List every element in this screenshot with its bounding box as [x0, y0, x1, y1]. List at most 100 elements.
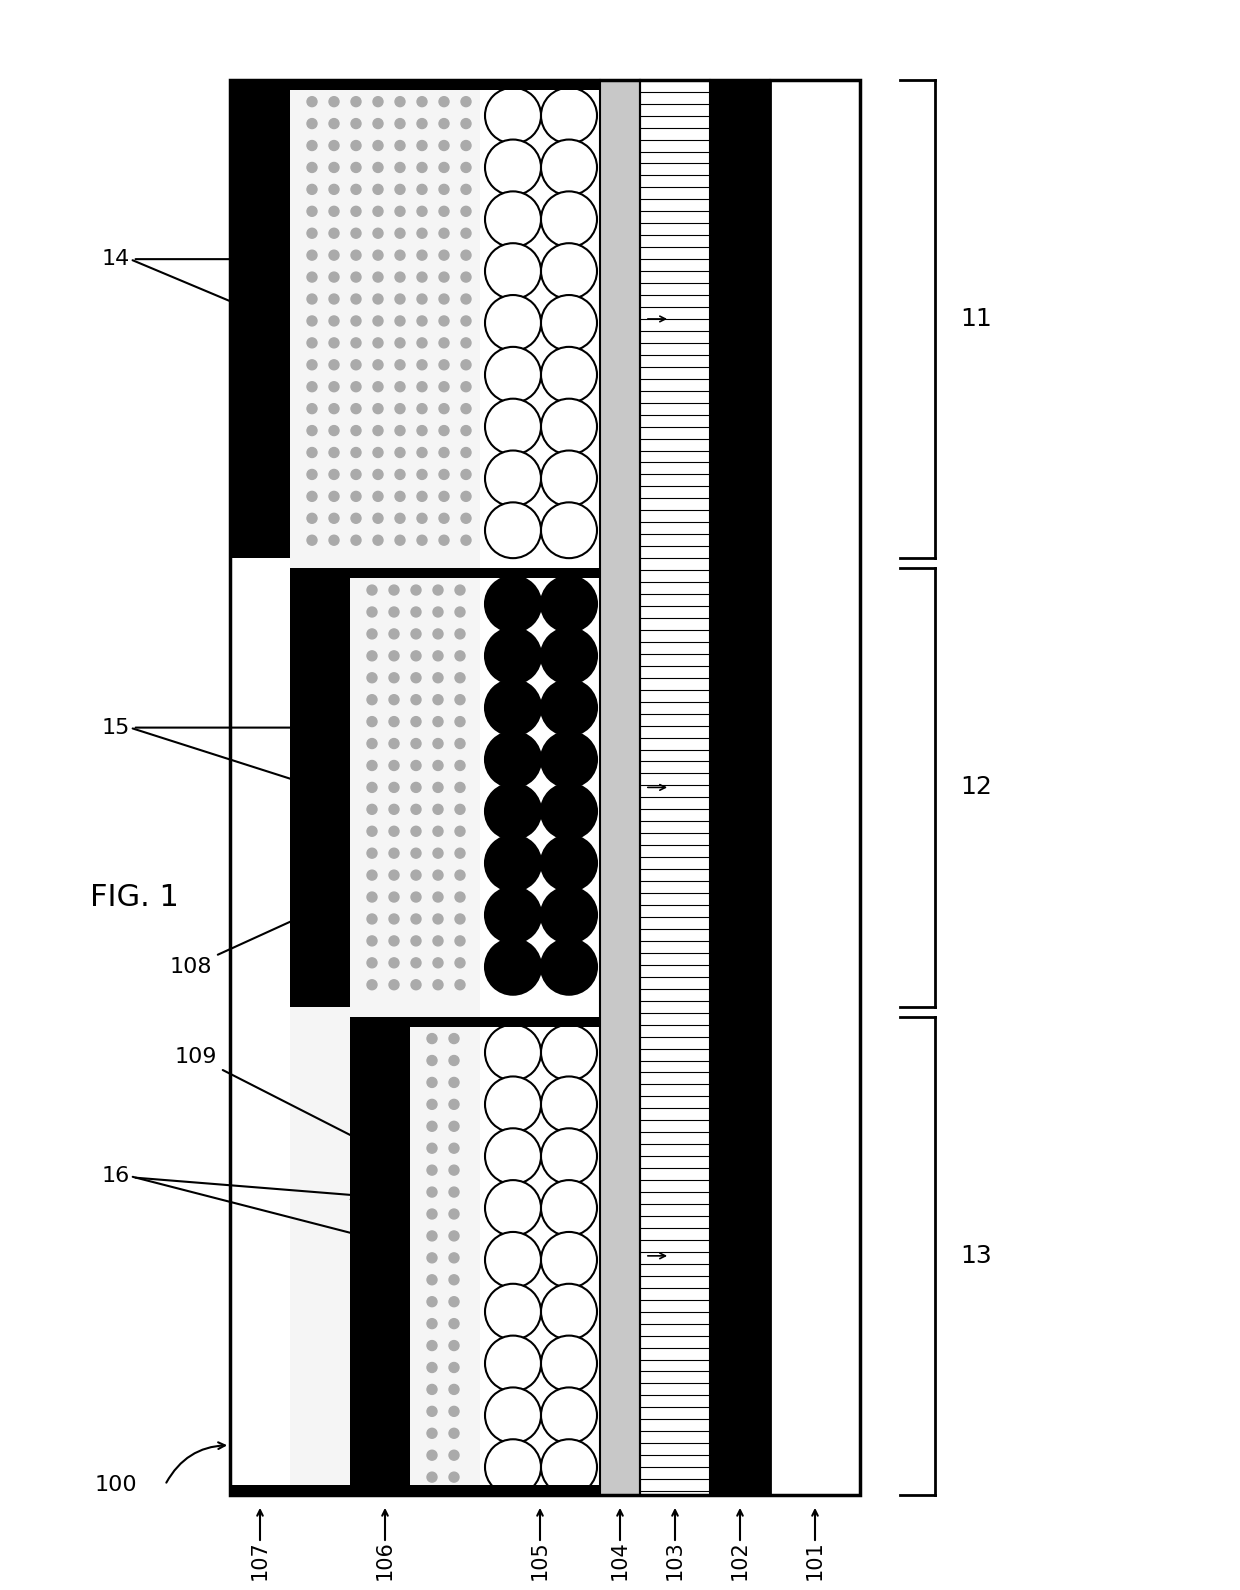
Text: 14: 14 — [102, 250, 239, 269]
Circle shape — [433, 937, 443, 946]
Circle shape — [396, 119, 405, 129]
Circle shape — [389, 585, 399, 595]
Circle shape — [485, 1076, 541, 1132]
Circle shape — [351, 207, 361, 216]
Bar — [600, 80, 640, 1495]
Bar — [229, 80, 290, 558]
Circle shape — [433, 630, 443, 639]
Circle shape — [439, 404, 449, 413]
Circle shape — [410, 650, 422, 661]
Circle shape — [373, 97, 383, 107]
Circle shape — [373, 382, 383, 391]
Circle shape — [433, 914, 443, 924]
Circle shape — [455, 585, 465, 595]
Circle shape — [485, 1129, 541, 1185]
Circle shape — [396, 207, 405, 216]
Circle shape — [351, 272, 361, 281]
Circle shape — [389, 782, 399, 792]
Circle shape — [449, 1340, 459, 1350]
Circle shape — [308, 316, 317, 326]
Circle shape — [427, 1078, 436, 1088]
Circle shape — [449, 1231, 459, 1240]
Circle shape — [329, 316, 339, 326]
Circle shape — [449, 1143, 459, 1153]
Circle shape — [417, 359, 427, 370]
Circle shape — [485, 628, 541, 684]
Circle shape — [389, 827, 399, 836]
Circle shape — [485, 731, 541, 787]
Circle shape — [373, 272, 383, 281]
Circle shape — [351, 514, 361, 523]
Circle shape — [461, 207, 471, 216]
Circle shape — [439, 339, 449, 348]
Circle shape — [439, 426, 449, 436]
Text: 101: 101 — [805, 1541, 825, 1580]
Circle shape — [373, 119, 383, 129]
Circle shape — [541, 1439, 596, 1495]
Circle shape — [396, 184, 405, 194]
Circle shape — [410, 782, 422, 792]
Circle shape — [417, 140, 427, 151]
Circle shape — [351, 229, 361, 238]
Circle shape — [427, 1428, 436, 1439]
Circle shape — [373, 294, 383, 304]
Circle shape — [455, 979, 465, 989]
Circle shape — [367, 892, 377, 902]
Circle shape — [389, 805, 399, 814]
Circle shape — [410, 739, 422, 749]
Circle shape — [351, 97, 361, 107]
Circle shape — [541, 1388, 596, 1444]
Circle shape — [373, 426, 383, 436]
Circle shape — [417, 447, 427, 458]
Circle shape — [410, 695, 422, 704]
Circle shape — [439, 207, 449, 216]
Circle shape — [329, 382, 339, 391]
Circle shape — [455, 607, 465, 617]
Circle shape — [396, 426, 405, 436]
Circle shape — [439, 514, 449, 523]
Circle shape — [373, 447, 383, 458]
Circle shape — [329, 162, 339, 172]
Text: 11: 11 — [960, 307, 992, 331]
Circle shape — [461, 119, 471, 129]
Circle shape — [417, 491, 427, 501]
Circle shape — [427, 1385, 436, 1394]
Circle shape — [396, 447, 405, 458]
Circle shape — [439, 184, 449, 194]
Circle shape — [373, 316, 383, 326]
Circle shape — [541, 576, 596, 631]
Bar — [229, 80, 600, 89]
Bar — [711, 80, 770, 1495]
Circle shape — [485, 140, 541, 196]
Circle shape — [449, 1078, 459, 1088]
Circle shape — [433, 979, 443, 989]
Circle shape — [351, 426, 361, 436]
Circle shape — [351, 140, 361, 151]
Circle shape — [396, 97, 405, 107]
Bar — [290, 80, 480, 558]
Circle shape — [410, 630, 422, 639]
Circle shape — [329, 491, 339, 501]
Circle shape — [461, 339, 471, 348]
Text: 105: 105 — [529, 1541, 551, 1580]
Circle shape — [410, 979, 422, 989]
Circle shape — [433, 650, 443, 661]
Circle shape — [449, 1363, 459, 1372]
Circle shape — [389, 650, 399, 661]
Circle shape — [417, 316, 427, 326]
Circle shape — [389, 630, 399, 639]
Circle shape — [485, 784, 541, 840]
Circle shape — [351, 184, 361, 194]
Circle shape — [439, 119, 449, 129]
Circle shape — [449, 1188, 459, 1197]
Circle shape — [329, 119, 339, 129]
Circle shape — [367, 739, 377, 749]
Circle shape — [541, 1232, 596, 1288]
Circle shape — [461, 536, 471, 545]
Circle shape — [449, 1253, 459, 1262]
Circle shape — [427, 1340, 436, 1350]
Circle shape — [410, 892, 422, 902]
Circle shape — [455, 782, 465, 792]
Circle shape — [308, 97, 317, 107]
Circle shape — [433, 782, 443, 792]
